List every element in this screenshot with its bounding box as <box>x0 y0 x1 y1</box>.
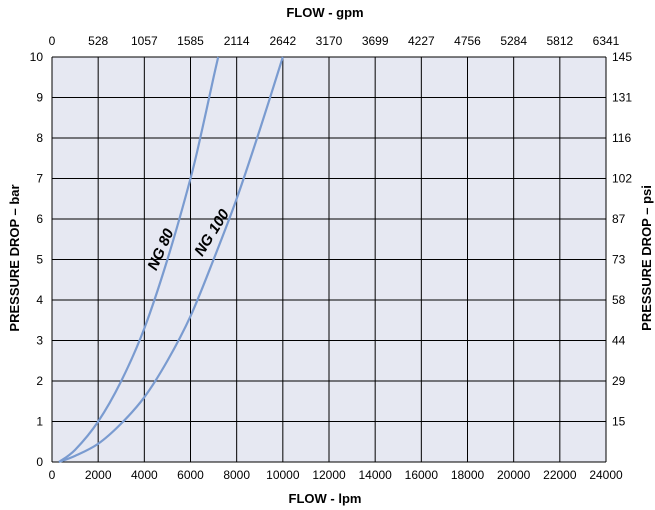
x2-tick-label: 1585 <box>177 34 204 48</box>
tick-labels: 0 2000 4000 6000 8000 10000 12000 14000 16000 180… <box>30 34 633 482</box>
x-tick-label: 0 <box>49 468 56 482</box>
y-axis-title: PRESSURE DROP – bar <box>7 184 22 331</box>
x2-tick-label: 6341 <box>593 34 620 48</box>
y2-tick-label: 87 <box>612 212 626 226</box>
y2-tick-label: 58 <box>612 293 626 307</box>
x-tick-label: 2000 <box>85 468 112 482</box>
y-tick-label: 3 <box>36 334 43 348</box>
y2-tick-label: 116 <box>612 131 631 145</box>
x-tick-label: 6000 <box>177 468 204 482</box>
y2-tick-label: 145 <box>612 50 632 64</box>
x-axis-title: FLOW - lpm <box>289 491 362 506</box>
x-tick-label: 8000 <box>223 468 250 482</box>
y-tick-label: 1 <box>36 415 43 429</box>
x-tick-label: 4000 <box>131 468 158 482</box>
x2-tick-label: 4756 <box>454 34 481 48</box>
y2-tick-label: 102 <box>612 172 632 186</box>
y-tick-label: 7 <box>36 172 43 186</box>
x2-axis-title: FLOW - gpm <box>286 5 363 20</box>
x-tick-label: 16000 <box>405 468 439 482</box>
y-tick-label: 9 <box>36 91 43 105</box>
y-tick-label: 10 <box>30 50 44 64</box>
x-tick-label: 24000 <box>589 468 623 482</box>
x-tick-label: 22000 <box>543 468 577 482</box>
x2-tick-label: 528 <box>88 34 108 48</box>
x2-tick-label: 2642 <box>269 34 296 48</box>
x2-tick-label: 0 <box>49 34 56 48</box>
y2-tick-label: 44 <box>612 334 626 348</box>
x-tick-label: 20000 <box>497 468 531 482</box>
y-tick-label: 0 <box>36 455 43 469</box>
x2-tick-label: 1057 <box>131 34 158 48</box>
x2-tick-label: 3170 <box>316 34 343 48</box>
y2-tick-label: 131 <box>612 91 632 105</box>
curve-ng-80 <box>58 56 220 463</box>
x2-tick-label: 5284 <box>500 34 527 48</box>
x2-tick-label: 3699 <box>362 34 389 48</box>
x-tick-label: 14000 <box>358 468 392 482</box>
x-tick-label: 10000 <box>266 468 300 482</box>
y2-tick-label: 29 <box>612 374 626 388</box>
y-tick-label: 2 <box>36 374 43 388</box>
y-tick-label: 6 <box>36 212 43 226</box>
x2-tick-label: 5812 <box>546 34 573 48</box>
y-tick-label: 4 <box>36 293 43 307</box>
y2-tick-label: 15 <box>612 415 626 429</box>
grid <box>51 56 607 463</box>
y2-tick-label: 73 <box>612 253 626 267</box>
curve-ng-100 <box>58 56 284 464</box>
y2-axis-title: PRESSURE DROP – psi <box>639 185 654 331</box>
curves <box>58 56 284 464</box>
x-tick-label: 18000 <box>451 468 485 482</box>
x2-tick-label: 2114 <box>224 34 250 48</box>
x-tick-label: 12000 <box>312 468 346 482</box>
y-tick-label: 5 <box>36 253 43 267</box>
x2-tick-label: 4227 <box>408 34 435 48</box>
y-tick-label: 8 <box>36 131 43 145</box>
